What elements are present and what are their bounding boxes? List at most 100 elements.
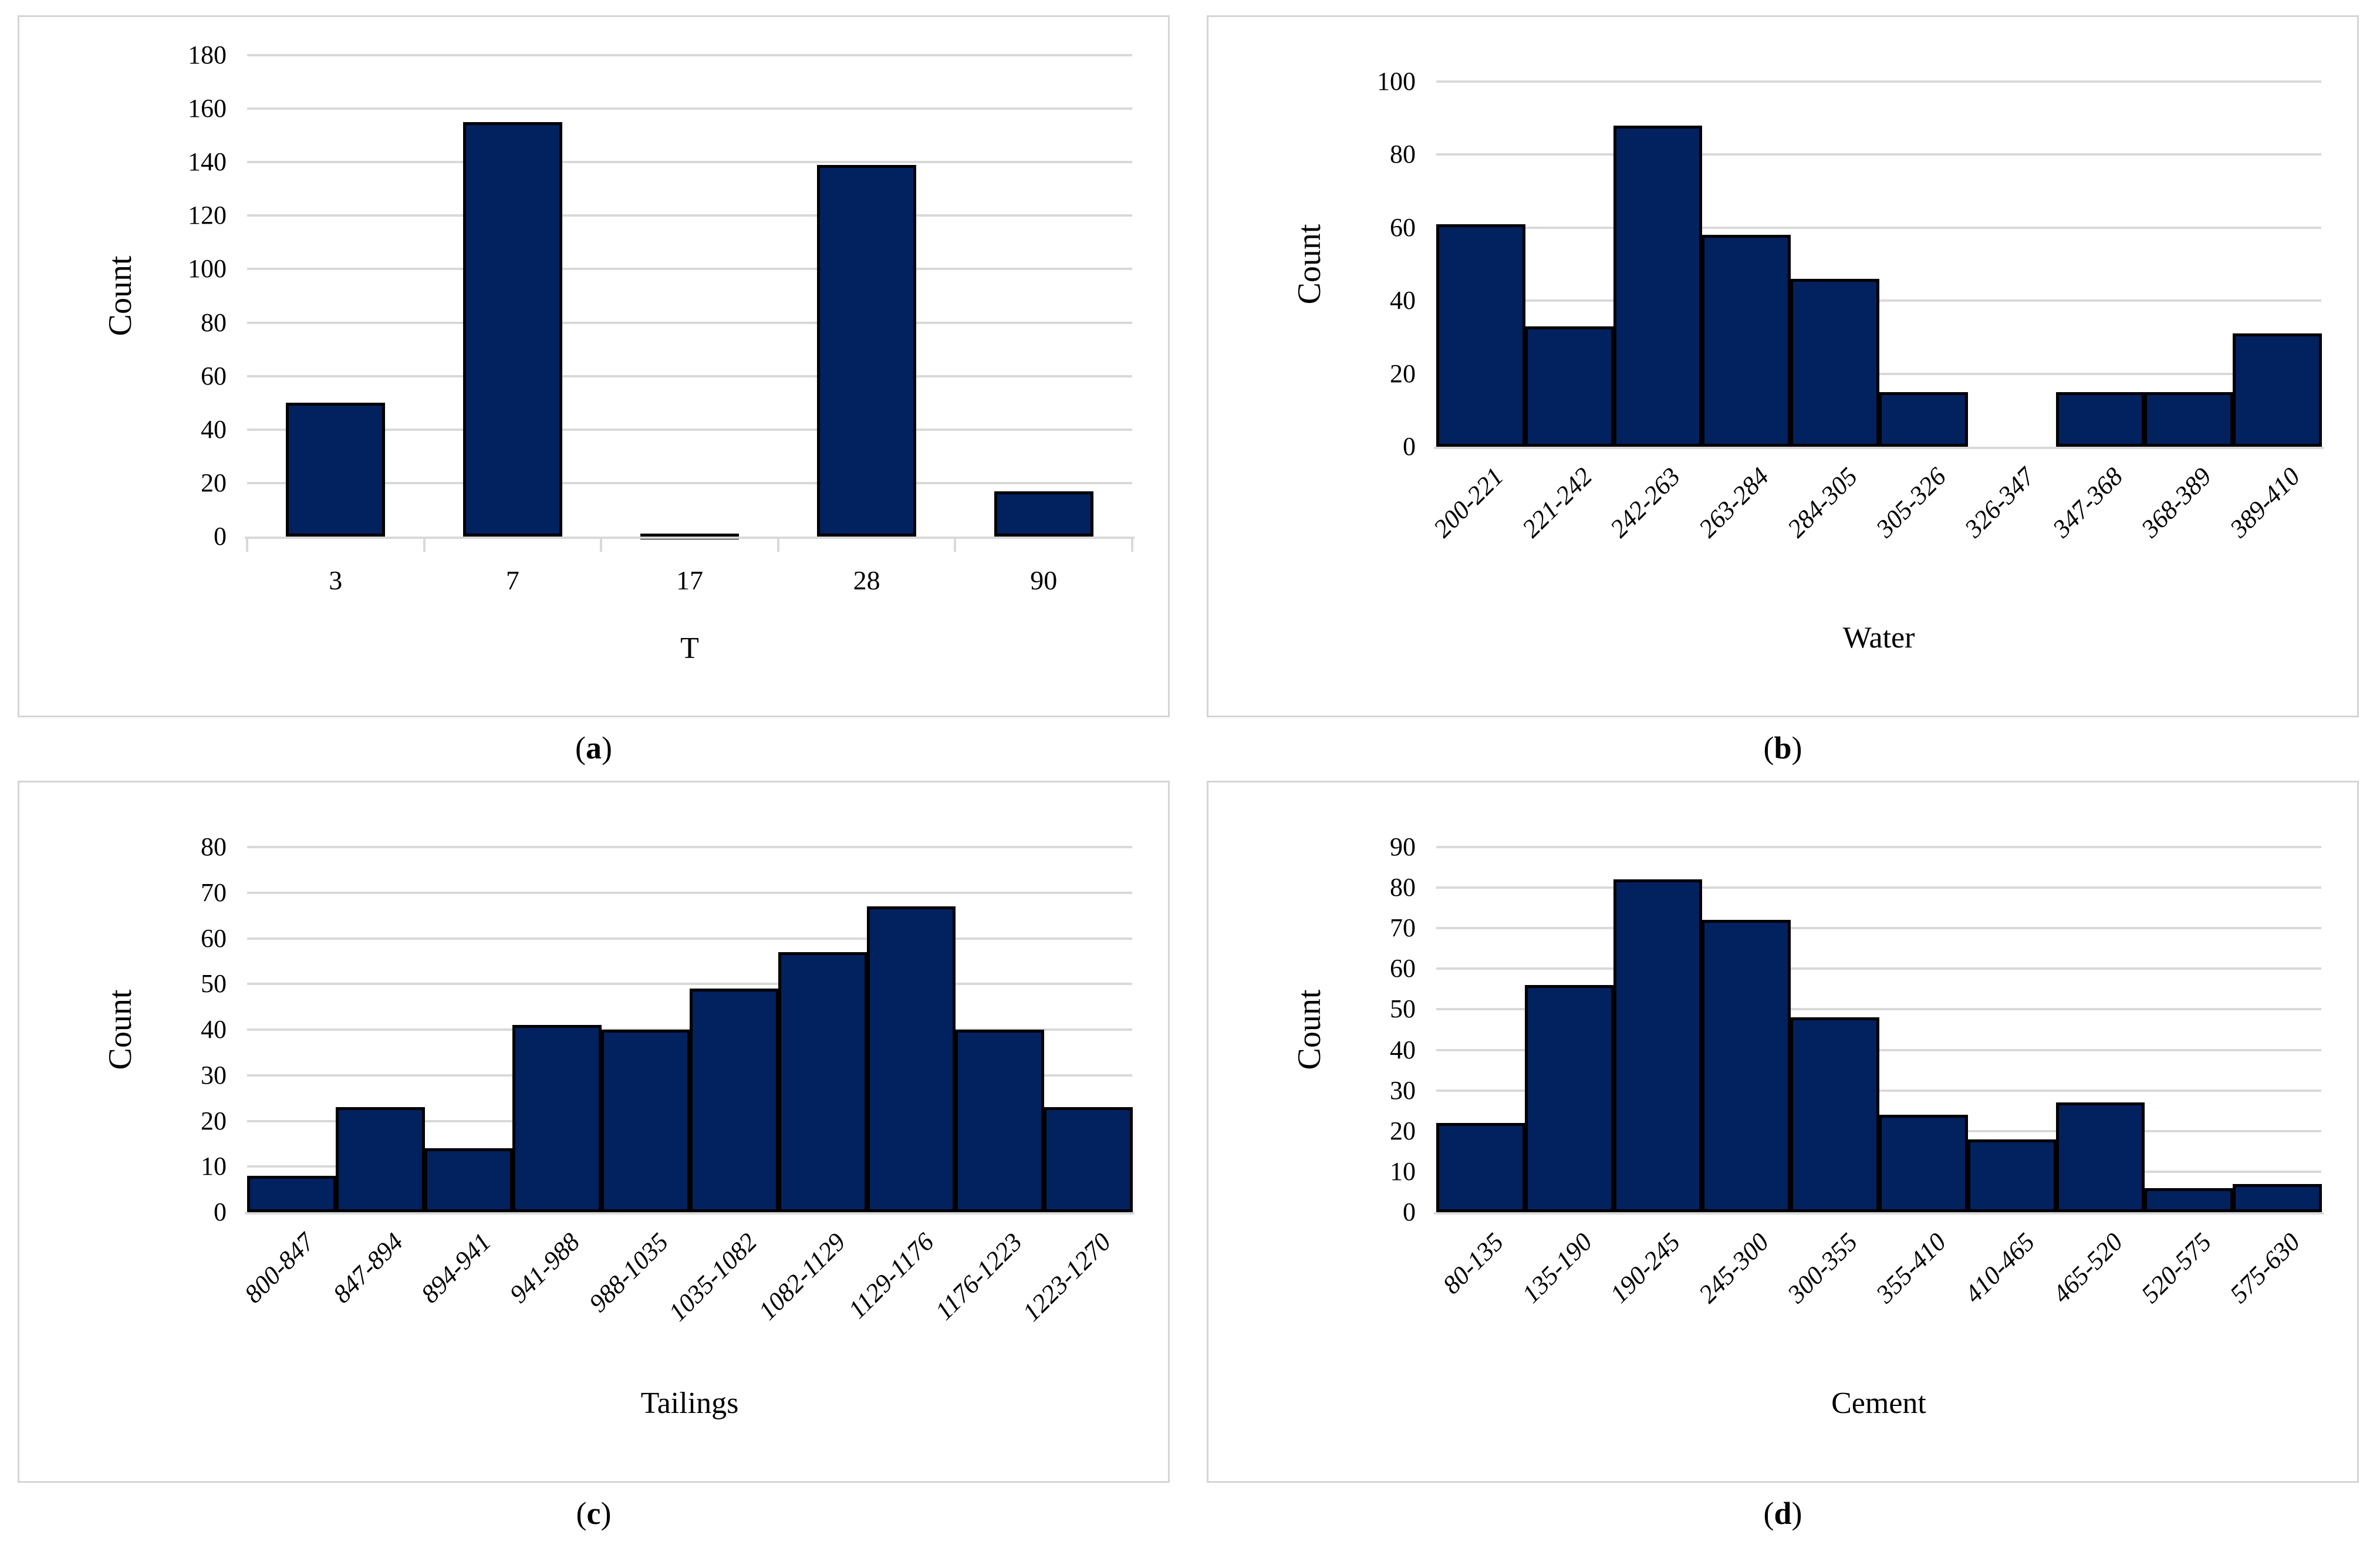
x-category-label: 221-242 — [1516, 461, 1598, 544]
y-tick-label: 40 — [201, 1015, 227, 1044]
y-axis-title: Count — [1291, 224, 1328, 305]
y-tick-label: 100 — [188, 254, 227, 284]
y-tick-label: 50 — [201, 969, 227, 999]
x-category-label: 368-389 — [2135, 461, 2217, 544]
x-category-label: 389-410 — [2224, 461, 2306, 544]
x-category-label: 3 — [329, 565, 343, 595]
caption-paren-close: ) — [602, 730, 612, 765]
bar-221-242 — [1524, 326, 1614, 447]
x-category-label: 263-284 — [1693, 461, 1775, 544]
gridline — [247, 891, 1132, 894]
x-category-label: 847-894 — [327, 1227, 409, 1309]
bar-263-284 — [1702, 235, 1791, 447]
y-axis-title: Count — [1291, 989, 1328, 1070]
bar-520-575 — [2144, 1188, 2234, 1212]
y-tick-label: 20 — [1390, 1116, 1416, 1145]
y-tick-label: 80 — [1390, 140, 1416, 169]
y-tick-label: 60 — [1390, 954, 1416, 983]
bar-190-245 — [1613, 879, 1703, 1212]
x-category-label: 300-355 — [1781, 1227, 1864, 1309]
x-axis-line — [245, 1212, 1135, 1215]
caption-letter: d — [1774, 1496, 1792, 1531]
bar-90 — [994, 491, 1093, 537]
caption-paren-open: ( — [1763, 1496, 1774, 1531]
x-axis-tick — [600, 537, 603, 552]
gridline — [1436, 927, 2321, 930]
x-axis-line — [1434, 1212, 2324, 1215]
y-tick-label: 0 — [214, 1198, 227, 1226]
gridline — [247, 983, 1132, 986]
y-tick-label: 10 — [1390, 1156, 1416, 1186]
bar-245-300 — [1702, 920, 1791, 1212]
caption-paren-close: ) — [600, 1496, 612, 1531]
y-tick-label: 70 — [201, 878, 227, 907]
bar-284-305 — [1790, 278, 1879, 447]
panel-cell-a: 0 20 40 60 80 100 120 140 160 180 3 7 17 28 90 T Count (… — [18, 15, 1170, 767]
gridline — [247, 428, 1132, 431]
x-category-label: 1035-1082 — [663, 1227, 762, 1327]
x-category-label: 941-988 — [504, 1227, 586, 1309]
y-axis-title: Count — [102, 255, 139, 336]
y-tick-label: 40 — [1390, 286, 1416, 315]
x-category-label: 355-410 — [1870, 1227, 1952, 1309]
caption-letter: c — [586, 1496, 601, 1531]
bar-847-894 — [335, 1107, 425, 1212]
bar-305-326 — [1879, 392, 1968, 447]
x-category-label: 305-326 — [1870, 461, 1952, 544]
bar-1035-1082 — [690, 989, 779, 1212]
x-axis-tick — [423, 537, 426, 552]
gridline — [247, 481, 1132, 484]
x-axis-title: Water — [1842, 621, 1915, 655]
bar-800-847 — [247, 1175, 336, 1212]
y-tick-label: 60 — [201, 361, 227, 390]
y-tick-label: 80 — [1390, 873, 1416, 902]
x-category-label: 135-190 — [1516, 1227, 1598, 1309]
panel-cell-d: 0 10 20 30 40 50 60 70 80 90 80-135 135-190 190-245 2… — [1207, 781, 2359, 1533]
chart-panel-c: 0 10 20 30 40 50 60 70 80 800-847 847-894 894-941 94… — [18, 781, 1170, 1483]
y-tick-label: 180 — [188, 41, 227, 69]
bar-242-263 — [1613, 125, 1703, 447]
gridline — [247, 107, 1132, 110]
bar-355-410 — [1879, 1115, 1968, 1212]
bar-1176-1223 — [955, 1030, 1045, 1212]
bar-200-221 — [1436, 224, 1525, 447]
x-category-label: 245-300 — [1693, 1227, 1775, 1309]
chart-panel-d: 0 10 20 30 40 50 60 70 80 90 80-135 135-190 190-245 2… — [1207, 781, 2359, 1483]
y-tick-label: 30 — [1390, 1075, 1416, 1105]
bar-80-135 — [1436, 1122, 1525, 1212]
y-tick-label: 20 — [201, 1106, 227, 1135]
y-tick-label: 70 — [1390, 913, 1416, 943]
caption-paren-close: ) — [1791, 730, 1802, 765]
caption-paren-open: ( — [575, 730, 586, 765]
x-category-label: 17 — [676, 565, 703, 595]
figure-caption-c: (c) — [18, 1495, 1170, 1533]
x-category-label: 347-368 — [2047, 461, 2129, 544]
x-category-label: 575-630 — [2224, 1227, 2306, 1309]
x-category-label: 80-135 — [1437, 1227, 1509, 1300]
y-tick-label: 120 — [188, 201, 227, 230]
chart-panel-a: 0 20 40 60 80 100 120 140 160 180 3 7 17 28 90 T Count — [18, 15, 1170, 717]
chart-panel-b: 0 20 40 60 80 100 200-221 221-242 242-263 263-284… — [1207, 15, 2359, 717]
y-tick-label: 160 — [188, 94, 227, 123]
y-tick-label: 40 — [1390, 1035, 1416, 1064]
gridline — [247, 268, 1132, 271]
x-axis-title: Cement — [1831, 1387, 1926, 1420]
figure-caption-b: (b) — [1207, 729, 2359, 767]
gridline — [1436, 80, 2321, 83]
bar-7 — [463, 122, 562, 537]
x-category-label: 28 — [853, 565, 880, 595]
caption-letter: a — [586, 730, 602, 765]
x-axis-title: T — [680, 632, 699, 665]
bar-347-368 — [2055, 392, 2145, 447]
y-tick-label: 10 — [201, 1152, 227, 1181]
x-axis-tick — [777, 537, 779, 552]
bar-300-355 — [1790, 1017, 1879, 1212]
y-tick-label: 30 — [201, 1060, 227, 1090]
bar-28 — [817, 164, 917, 537]
gridline — [247, 375, 1132, 377]
figure-caption-d: (d) — [1207, 1495, 2359, 1533]
gridline — [1436, 1008, 2321, 1011]
y-tick-label: 40 — [201, 414, 227, 444]
gridline — [1436, 886, 2321, 889]
x-axis-line — [245, 537, 1135, 539]
